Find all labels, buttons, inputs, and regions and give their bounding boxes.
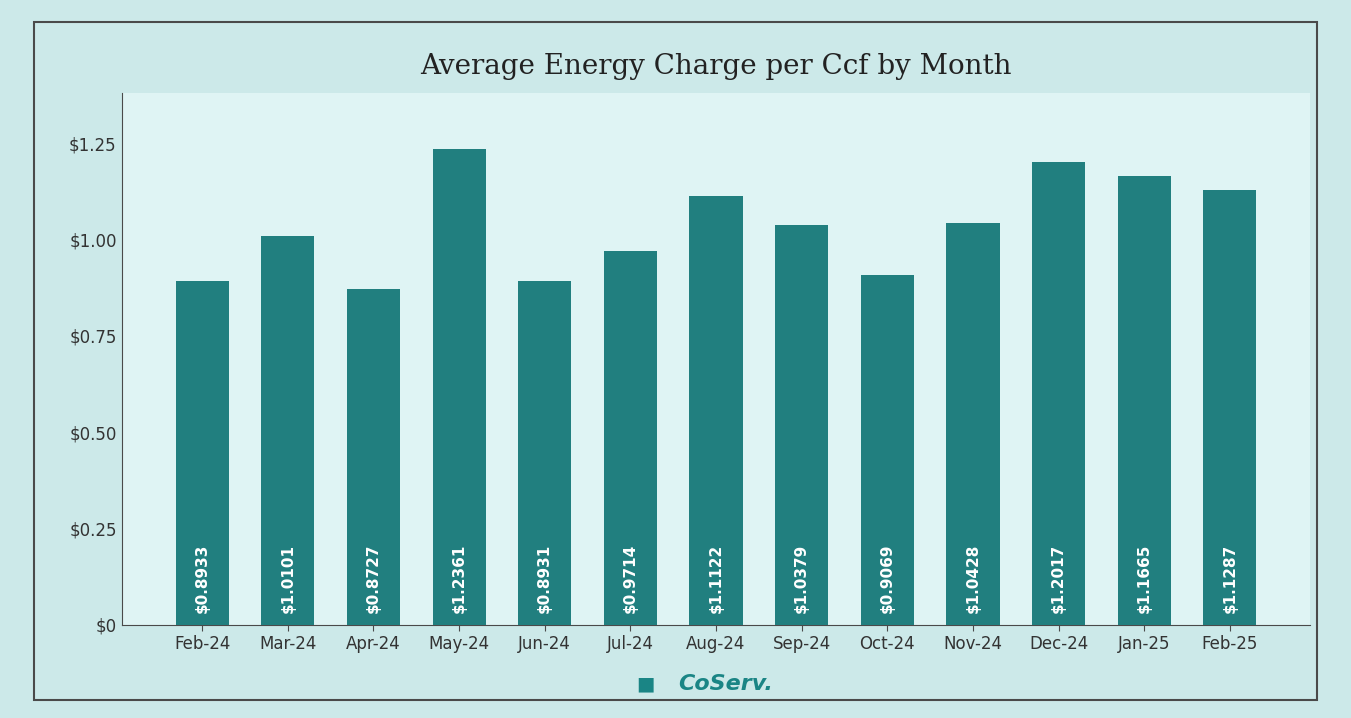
Bar bbox=[432, 149, 485, 625]
Text: $0.9069: $0.9069 bbox=[880, 544, 894, 613]
Text: $0.8727: $0.8727 bbox=[366, 544, 381, 613]
Title: Average Energy Charge per Ccf by Month: Average Energy Charge per Ccf by Month bbox=[420, 53, 1012, 80]
Text: $1.1665: $1.1665 bbox=[1136, 544, 1152, 613]
Text: CoServ.: CoServ. bbox=[678, 673, 773, 694]
Bar bbox=[1032, 162, 1085, 625]
Bar bbox=[689, 197, 743, 625]
Text: $1.0379: $1.0379 bbox=[794, 544, 809, 613]
Bar bbox=[1204, 190, 1256, 625]
Text: $1.2017: $1.2017 bbox=[1051, 544, 1066, 613]
Text: $0.8933: $0.8933 bbox=[195, 544, 209, 613]
Text: $0.9714: $0.9714 bbox=[623, 544, 638, 613]
Text: $1.0428: $1.0428 bbox=[966, 544, 981, 613]
Bar bbox=[861, 276, 913, 625]
Text: $1.1287: $1.1287 bbox=[1223, 544, 1238, 613]
Text: $0.8931: $0.8931 bbox=[538, 544, 553, 613]
Text: $1.2361: $1.2361 bbox=[451, 544, 466, 613]
Text: $1.0101: $1.0101 bbox=[280, 544, 296, 613]
Bar bbox=[1117, 175, 1171, 625]
Bar bbox=[261, 236, 315, 625]
Bar bbox=[947, 223, 1000, 625]
Bar bbox=[347, 289, 400, 625]
Bar bbox=[176, 281, 228, 625]
Text: ■: ■ bbox=[636, 674, 655, 693]
Bar bbox=[604, 251, 657, 625]
Text: $1.1122: $1.1122 bbox=[708, 544, 724, 613]
Bar bbox=[519, 281, 571, 625]
Bar bbox=[775, 225, 828, 625]
